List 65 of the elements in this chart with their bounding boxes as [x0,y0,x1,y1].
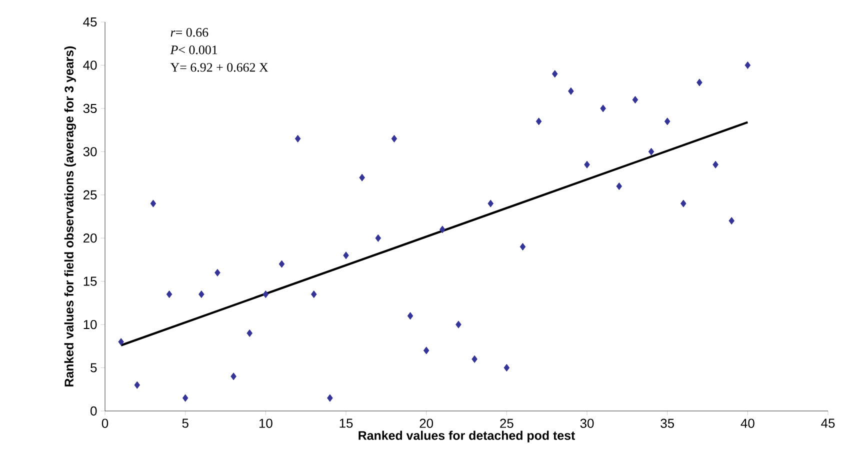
annotation: Y= 6.92 + 0.662 X [170,63,268,72]
x-tick-label: 0 [102,418,108,428]
point [134,381,140,389]
y-tick-label: 45 [83,17,97,27]
x-tick-label: 25 [500,418,514,428]
point [150,200,156,208]
point [343,252,349,260]
y-tick-label: 15 [84,276,97,286]
x-axis-title: Ranked values for detached pod test [358,430,575,442]
y-tick-label: 30 [83,147,97,156]
point [584,160,590,168]
point [600,104,606,112]
point [568,87,574,95]
y-tick-label: 5 [90,363,97,372]
point [712,160,718,168]
point [728,217,735,225]
point [375,234,382,242]
point [262,290,269,298]
point [536,118,542,126]
point [520,242,526,251]
point [214,268,220,276]
point [472,355,478,363]
point [310,290,317,298]
point [359,174,365,182]
annotation: P< 0.001 [170,46,218,54]
x-tick-label: 15 [340,418,353,428]
point [327,394,333,402]
point [423,346,430,354]
point [664,118,670,126]
point [456,320,462,328]
x-tick-label: 10 [259,418,272,428]
point [278,260,285,268]
point [182,394,188,402]
point [294,134,301,142]
point [407,312,414,320]
y-tick-label: 35 [83,104,97,114]
point [744,61,751,70]
y-tick-label: 40 [83,60,97,70]
x-tick-label: 5 [182,418,188,428]
point [696,78,702,86]
x-tick-label: 40 [740,418,754,428]
point [680,200,686,208]
point [198,290,204,298]
x-tick-label: 20 [420,418,434,428]
point [504,364,510,372]
point [616,182,622,190]
x-tick-label: 35 [660,418,674,428]
y-axis-title: Ranked values for field observations (average for 3 years) [64,46,76,386]
point [440,226,446,234]
y-tick-label: 0 [90,406,97,416]
y-tick-label: 10 [84,320,97,330]
point [648,148,654,156]
point [632,96,638,104]
y-tick-label: 20 [83,234,97,243]
y-tick-label: 25 [83,190,97,200]
annotation: r= 0.66 [170,28,208,37]
point [488,200,494,208]
x-tick-label: 30 [580,418,594,428]
point [118,338,124,346]
point [230,372,236,380]
point [166,290,172,298]
point [391,134,398,142]
point [246,329,253,337]
x-tick-label: 45 [821,418,835,428]
point [552,70,558,78]
